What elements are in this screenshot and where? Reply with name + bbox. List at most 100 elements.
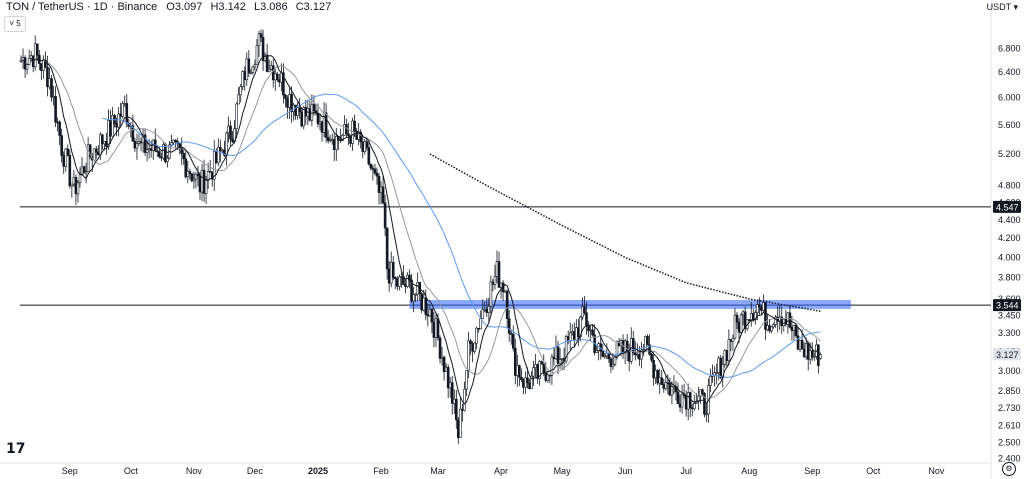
candle-body [568,332,572,342]
candle-body [78,174,82,184]
indicator-toggle-button[interactable]: ˅ 5 [4,16,26,32]
candle-body [737,321,741,333]
y-tick-label: 3.450 [998,311,1021,321]
dotted-trend-line[interactable] [429,153,821,312]
candle-body [137,141,141,144]
candle-body [133,141,137,149]
symbol-title[interactable]: TON / TetherUS · 1D · Binance [6,1,158,13]
candle-body [485,309,489,313]
candle-body [94,148,98,153]
candle-body [361,141,365,152]
candle-body [662,384,666,389]
candle-body [117,113,120,128]
close-value: 3.127 [303,1,332,13]
candle-body [446,367,450,389]
y-tick-label: 4.000 [998,252,1021,262]
candle-body [261,37,265,61]
candle-body [554,346,558,360]
price-label-box [993,200,1021,213]
candle-body [747,319,751,321]
x-tick-label: Aug [741,466,757,476]
candle-body [766,325,769,330]
candle-body [650,353,653,361]
candle-body [412,294,415,302]
high-value: 3.142 [218,1,246,13]
candle-body [416,282,419,295]
candle-body [690,407,694,410]
candle-body [269,65,273,70]
candle-body [642,349,645,351]
y-tick-label: 2.850 [998,386,1021,396]
candle-body [802,348,806,357]
candle-body [275,73,279,81]
candle-body [540,361,544,365]
x-tick-label: Jul [680,466,692,476]
candle-body [520,376,523,380]
candle-body [575,327,578,341]
ma-line-black [30,55,821,405]
candle-body [530,375,533,389]
candle-body [660,377,664,385]
candle-body [288,93,291,108]
candle-body [686,392,690,410]
candle-body [481,309,485,319]
candle-body [652,359,655,379]
x-tick-label: Nov [186,466,203,476]
candle-body [550,356,554,376]
candle-body [198,175,202,193]
candle-body [556,346,560,364]
y-tick-label: 2.400 [998,454,1021,464]
candle-body [430,308,434,323]
candle-body [273,73,277,81]
y-tick-label: 2.500 [998,438,1021,448]
candle-body [383,202,387,229]
candle-body [40,63,43,71]
y-tick-label: 2.730 [998,403,1021,413]
candle-body [497,261,501,288]
x-tick-label: Jun [618,466,633,476]
ma-line-grey [41,59,821,400]
candle-body [717,357,721,373]
currency-selector[interactable]: USDT ▾ [986,2,1018,12]
candle-body [762,302,765,311]
candle-body [434,318,438,338]
candle-body [725,350,729,361]
candle-body [56,121,59,124]
settings-icon[interactable]: ⚙ [1002,462,1016,476]
candle-body [172,139,175,144]
candle-body [308,108,312,121]
candle-body [678,403,682,408]
candle-body [790,327,794,331]
candle-body [705,413,708,416]
candle-body [355,130,358,140]
candle-body [794,324,798,337]
candle-body [505,290,509,319]
candle-body [381,186,385,204]
candle-body [396,278,399,287]
candle-body [88,144,92,158]
candle-body [92,148,96,161]
candle-body [810,350,814,358]
candle-body [552,356,556,360]
ma-line-blue [102,93,821,379]
candle-body [247,58,251,74]
candle-body [367,147,371,165]
candle-body [174,139,177,142]
resistance-zone[interactable] [409,300,851,309]
candle-body [676,391,680,405]
candle-body [544,372,548,381]
candle-body [186,171,190,178]
candle-body [46,66,49,88]
candle-body [426,314,430,317]
candle-body [184,158,188,178]
candle-body [465,370,468,390]
candle-body [80,166,84,175]
candle-body [719,357,723,379]
candle-body [493,276,497,285]
candle-body [601,350,605,357]
candle-body [570,331,574,334]
candle-body [542,363,546,374]
candle-body [202,169,206,194]
candle-body [739,314,743,333]
